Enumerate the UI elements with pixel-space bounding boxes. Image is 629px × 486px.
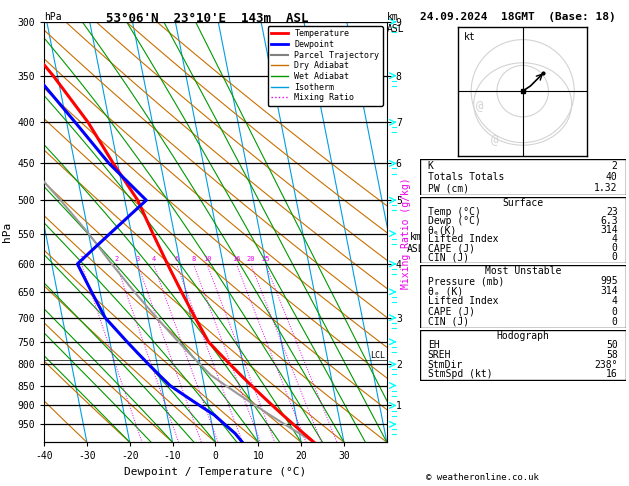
- Text: Mixing Ratio (g/kg): Mixing Ratio (g/kg): [401, 177, 411, 289]
- Text: 314: 314: [600, 225, 618, 235]
- Text: 4: 4: [152, 256, 155, 262]
- Text: PW (cm): PW (cm): [428, 183, 469, 193]
- FancyBboxPatch shape: [420, 265, 626, 328]
- Text: EH: EH: [428, 340, 440, 350]
- Text: 0: 0: [612, 307, 618, 316]
- Text: @: @: [476, 101, 483, 114]
- Text: Dewp (°C): Dewp (°C): [428, 216, 481, 226]
- Text: Surface: Surface: [502, 198, 543, 208]
- Text: 6: 6: [174, 256, 179, 262]
- Text: Lifted Index: Lifted Index: [428, 296, 498, 307]
- Text: 0: 0: [612, 253, 618, 262]
- Text: LCL: LCL: [370, 351, 385, 360]
- FancyBboxPatch shape: [420, 197, 626, 263]
- Text: CIN (J): CIN (J): [428, 253, 469, 262]
- Text: @: @: [491, 134, 498, 147]
- Text: 314: 314: [600, 286, 618, 296]
- Text: km
ASL: km ASL: [387, 12, 404, 34]
- Text: 4: 4: [612, 296, 618, 307]
- FancyBboxPatch shape: [420, 159, 626, 195]
- Text: 1: 1: [79, 256, 84, 262]
- X-axis label: Dewpoint / Temperature (°C): Dewpoint / Temperature (°C): [125, 467, 306, 477]
- Text: Temp (°C): Temp (°C): [428, 207, 481, 217]
- Text: 3: 3: [135, 256, 140, 262]
- Text: Totals Totals: Totals Totals: [428, 172, 504, 182]
- FancyBboxPatch shape: [420, 330, 626, 381]
- Text: hPa: hPa: [44, 12, 62, 22]
- Text: 23: 23: [606, 207, 618, 217]
- Text: 20: 20: [247, 256, 255, 262]
- Text: 10: 10: [203, 256, 211, 262]
- Text: 0: 0: [612, 316, 618, 327]
- Text: StmSpd (kt): StmSpd (kt): [428, 369, 493, 379]
- Text: Hodograph: Hodograph: [496, 331, 549, 341]
- Text: CAPE (J): CAPE (J): [428, 307, 475, 316]
- Text: 24.09.2024  18GMT  (Base: 18): 24.09.2024 18GMT (Base: 18): [420, 12, 615, 22]
- Legend: Temperature, Dewpoint, Parcel Trajectory, Dry Adiabat, Wet Adiabat, Isotherm, Mi: Temperature, Dewpoint, Parcel Trajectory…: [268, 26, 382, 105]
- Text: 4: 4: [612, 234, 618, 244]
- Text: © weatheronline.co.uk: © weatheronline.co.uk: [426, 473, 538, 482]
- Text: 1.32: 1.32: [594, 183, 618, 193]
- Y-axis label: km
ASL: km ASL: [407, 232, 425, 254]
- Text: 8: 8: [191, 256, 196, 262]
- Text: StmDir: StmDir: [428, 360, 463, 370]
- Y-axis label: hPa: hPa: [2, 222, 12, 242]
- Text: 6.3: 6.3: [600, 216, 618, 226]
- Text: Pressure (mb): Pressure (mb): [428, 277, 504, 286]
- Text: 25: 25: [261, 256, 270, 262]
- Text: 2: 2: [612, 161, 618, 171]
- Text: 2: 2: [114, 256, 118, 262]
- Text: Lifted Index: Lifted Index: [428, 234, 498, 244]
- Text: 0: 0: [612, 243, 618, 253]
- Text: CAPE (J): CAPE (J): [428, 243, 475, 253]
- Text: θₑ(K): θₑ(K): [428, 225, 457, 235]
- Text: 16: 16: [606, 369, 618, 379]
- Text: 995: 995: [600, 277, 618, 286]
- Text: CIN (J): CIN (J): [428, 316, 469, 327]
- Text: 50: 50: [606, 340, 618, 350]
- Text: 58: 58: [606, 350, 618, 360]
- Text: θₑ (K): θₑ (K): [428, 286, 463, 296]
- Text: K: K: [428, 161, 433, 171]
- Text: 238°: 238°: [594, 360, 618, 370]
- Text: 16: 16: [232, 256, 240, 262]
- Text: 40: 40: [606, 172, 618, 182]
- Text: 53°06'N  23°10'E  143m  ASL: 53°06'N 23°10'E 143m ASL: [106, 12, 309, 25]
- Text: SREH: SREH: [428, 350, 451, 360]
- Text: Most Unstable: Most Unstable: [484, 266, 561, 277]
- Text: kt: kt: [464, 32, 475, 42]
